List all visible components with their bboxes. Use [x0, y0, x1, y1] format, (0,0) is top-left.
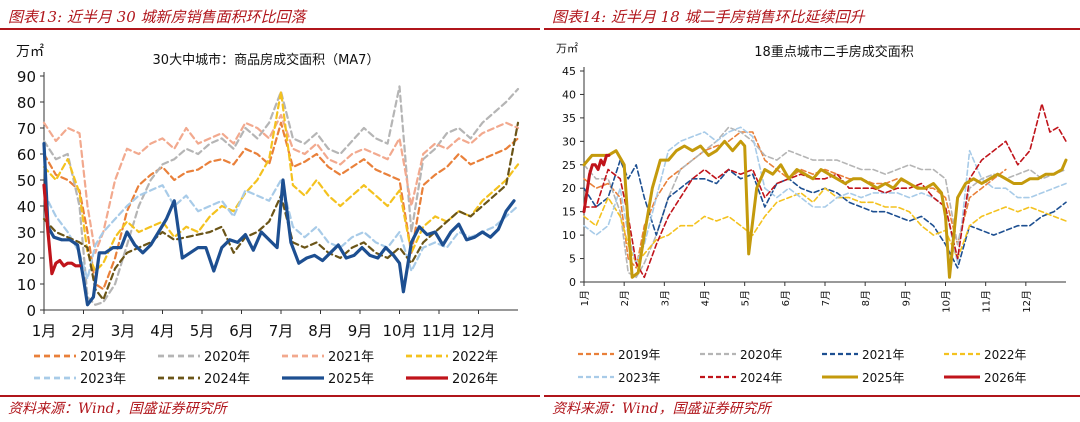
x-tick-label: 5月 — [190, 322, 215, 340]
x-tick-label: 3月 — [659, 290, 671, 306]
y-tick-label: 30 — [17, 224, 36, 242]
y-tick-label: 0 — [26, 302, 36, 320]
left-line-chart: 30大中城市：商品房成交面积（MA7） 万㎡ 0 10 20 30 40 50 60 70 80 90… — [16, 44, 520, 387]
series-line-2024年 — [583, 103, 1067, 279]
legend-label-2020年: 2020年 — [204, 350, 250, 365]
y-tick-label: 60 — [17, 146, 36, 164]
legend-label-2019年: 2019年 — [80, 350, 126, 365]
series-line-2025年 — [42, 142, 516, 307]
x-tick-label: 2月 — [619, 290, 631, 306]
left-bottom-rule — [0, 395, 540, 397]
right-bottom-rule — [544, 395, 1080, 397]
series-line-2020年 — [583, 126, 1067, 279]
x-tick-label: 3月 — [111, 322, 136, 340]
legend-label-2020年: 2020年 — [740, 348, 783, 362]
legend-label-2023年: 2023年 — [618, 371, 661, 385]
x-tick-label: 7月 — [820, 290, 832, 306]
legend-label-2024年: 2024年 — [204, 372, 250, 387]
series-group — [42, 85, 520, 307]
right-top-rule — [544, 28, 1080, 30]
series-line-2019年 — [42, 121, 520, 291]
right-figure-panel: 图表14: 近半月 18 城二手房销售环比延续回升 18重点城市二手房成交面积 万… — [544, 0, 1080, 422]
right-line-chart: 18重点城市二手房成交面积 万㎡ 0 5 10 15 20 25 30 35 40 45 1月 2月 3月 4… — [556, 42, 1068, 385]
x-tick-label: 12月 — [461, 322, 495, 340]
y-tick-label: 20 — [17, 250, 36, 268]
x-tick-label: 9月 — [900, 290, 912, 306]
legend-label-2021年: 2021年 — [862, 348, 905, 362]
y-tick-label: 90 — [17, 68, 36, 86]
left-source-note: 资料来源：Wind，国盛证券研究所 — [8, 401, 227, 417]
y-tick-label: 15 — [562, 206, 576, 219]
x-tick-label: 1月 — [32, 322, 57, 340]
x-tick-label: 12月 — [1021, 290, 1033, 313]
x-tick-label: 4月 — [150, 322, 175, 340]
legend-label-2025年: 2025年 — [328, 372, 374, 387]
y-tick-label: 80 — [17, 94, 36, 112]
y-tick-label: 50 — [17, 172, 36, 190]
x-tick-label: 7月 — [269, 322, 294, 340]
x-tick-label: 10月 — [941, 290, 953, 313]
legend-label-2022年: 2022年 — [452, 350, 498, 365]
chart-title: 30大中城市：商品房成交面积（MA7） — [153, 52, 380, 68]
series-line-2023年 — [583, 126, 1067, 265]
y-tick-label: 40 — [562, 88, 576, 101]
y-tick-label: 0 — [569, 276, 576, 289]
x-tick-label: 9月 — [348, 322, 373, 340]
legend-label-2023年: 2023年 — [80, 372, 126, 387]
series-line-2025年 — [582, 139, 1068, 279]
chart-title: 18重点城市二手房成交面积 — [754, 44, 914, 60]
y-tick-label: 45 — [562, 65, 576, 78]
y-tick-label: 20 — [562, 182, 576, 195]
y-tick-label: 10 — [562, 229, 576, 242]
x-tick-label: 4月 — [700, 290, 712, 306]
series-line-2022年 — [583, 187, 1067, 265]
series-group — [582, 103, 1068, 279]
x-tick-label: 8月 — [308, 322, 333, 340]
y-axis-unit: 万㎡ — [556, 42, 578, 55]
y-tick-label: 5 — [569, 253, 576, 266]
series-line-2021年 — [583, 159, 1067, 269]
legend-label-2025年: 2025年 — [862, 371, 905, 385]
legend-label-2026年: 2026年 — [452, 372, 498, 387]
y-tick-label: 35 — [562, 112, 576, 125]
x-tick-label: 11月 — [422, 322, 456, 340]
legend-label-2022年: 2022年 — [984, 348, 1027, 362]
left-top-rule — [0, 28, 540, 30]
x-tick-label: 2月 — [71, 322, 96, 340]
right-figure-title: 图表14: 近半月 18 城二手房销售环比延续回升 — [552, 8, 865, 26]
right-source-note: 资料来源：Wind，国盛证券研究所 — [552, 401, 771, 417]
x-tick-label: 11月 — [981, 290, 993, 313]
y-tick-label: 70 — [17, 120, 36, 138]
legend-label-2024年: 2024年 — [740, 371, 783, 385]
left-figure-title: 图表13: 近半月 30 城新房销售面积环比回落 — [8, 8, 306, 26]
y-tick-label: 30 — [562, 135, 576, 148]
x-tick-label: 8月 — [860, 290, 872, 306]
series-line-2026年 — [42, 183, 82, 276]
y-axis-unit: 万㎡ — [16, 44, 44, 60]
legend-label-2021年: 2021年 — [328, 350, 374, 365]
y-tick-label: 40 — [17, 198, 36, 216]
x-tick-label: 6月 — [780, 290, 792, 306]
series-line-2020年 — [42, 85, 520, 306]
y-tick-label: 10 — [17, 276, 36, 294]
series-line-2022年 — [42, 90, 520, 273]
series-line-2023年 — [42, 178, 520, 280]
legend-label-2026年: 2026年 — [984, 371, 1027, 385]
x-tick-label: 5月 — [740, 290, 752, 306]
series-line-2024年 — [42, 121, 520, 301]
x-tick-label: 6月 — [229, 322, 254, 340]
x-tick-label: 10月 — [382, 322, 416, 340]
left-figure-panel: 图表13: 近半月 30 城新房销售面积环比回落 30大中城市：商品房成交面积（… — [0, 8, 540, 417]
y-tick-label: 25 — [562, 159, 576, 172]
series-line-2026年 — [582, 153, 611, 214]
legend-label-2019年: 2019年 — [618, 348, 661, 362]
x-tick-label: 1月 — [579, 290, 591, 306]
